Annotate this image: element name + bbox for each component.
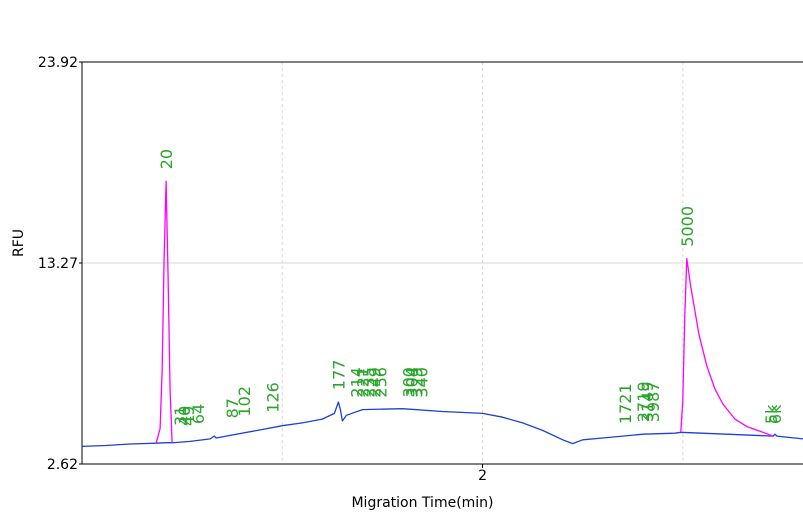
peak-label-6: 102 — [235, 386, 254, 417]
peak-label-24: 6k — [766, 404, 785, 424]
peak-label-13: 256 — [371, 367, 390, 398]
y-tick-label-0: 23.92 — [38, 55, 78, 71]
peak-label-10: 221 — [353, 367, 372, 398]
series-line-0 — [81, 401, 803, 448]
y-tick-label-1: 13.27 — [38, 256, 78, 272]
peak-label-4: 64 — [189, 404, 208, 424]
peak-label-0: 20 — [157, 149, 176, 169]
peak-label-2: 40 — [175, 406, 194, 426]
peak-label-12: 249 — [365, 367, 384, 398]
peak-label-3: 49 — [179, 406, 198, 426]
data-series — [81, 180, 803, 448]
y-axis-title: RFU — [11, 229, 27, 257]
y-tick-label-2: 2.62 — [47, 457, 78, 473]
peak-label-21: 3987 — [644, 381, 663, 422]
peak-label-19: 2719 — [634, 381, 653, 422]
peak-label-11: 235 — [359, 367, 378, 398]
grid-lines — [82, 62, 803, 464]
peak-label-1: 31 — [171, 406, 190, 426]
peak-label-7: 126 — [263, 382, 282, 413]
peak-label-14: 300 — [400, 367, 419, 398]
peak-label-16: 329 — [408, 367, 427, 398]
tick-labels: 23.92 13.27 2.62 2 — [38, 55, 487, 484]
peak-label-18: 1721 — [616, 383, 635, 424]
series-line-2 — [680, 258, 774, 437]
x-axis-title: Migration Time(min) — [351, 495, 493, 511]
peak-label-5: 87 — [223, 398, 242, 418]
peak-label-20: 3149 — [638, 381, 657, 422]
peak-label-17: 340 — [412, 367, 431, 398]
x-tick-label-0: 2 — [478, 468, 487, 484]
series-line-1 — [155, 180, 173, 444]
peak-label-15: 304 — [403, 367, 422, 398]
peak-label-8: 177 — [329, 360, 348, 391]
peak-label-9: 214 — [347, 367, 366, 398]
peak-label-22: 5000 — [678, 206, 697, 247]
peak-label-23: 5k — [762, 404, 781, 424]
